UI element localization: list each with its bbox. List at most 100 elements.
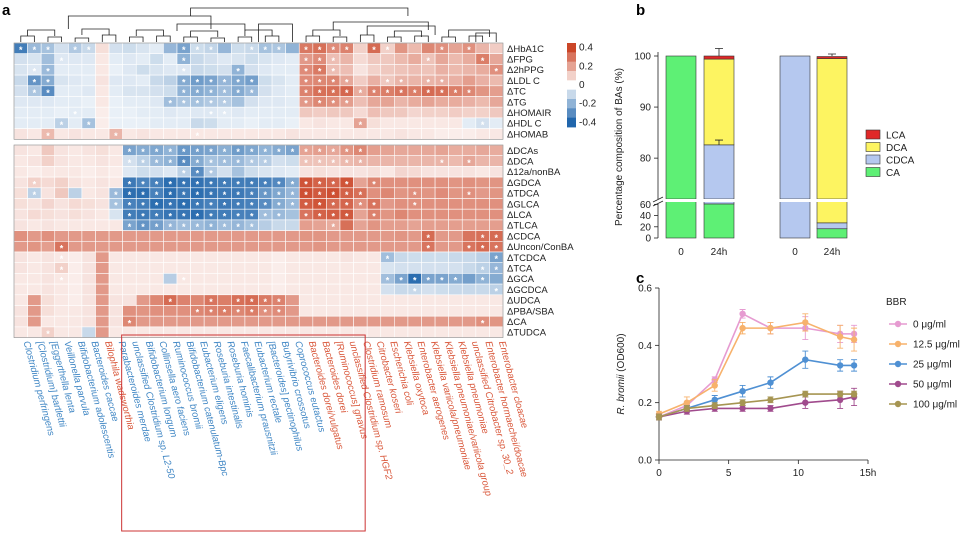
heatmap-cell [190, 326, 205, 338]
heatmap-cell [271, 326, 286, 338]
heatmap-cell [27, 315, 42, 328]
heatmap-cell [203, 241, 219, 253]
heatmap-cell [434, 198, 449, 210]
heatmap-cell [54, 294, 69, 306]
significance-star: * [250, 211, 254, 221]
heatmap-cell [366, 315, 382, 328]
heatmap-cell [489, 326, 504, 338]
heatmap-cell [461, 294, 477, 306]
heatmap-cell [285, 241, 300, 253]
heatmap-cell [394, 64, 409, 76]
heatmap-cell [108, 64, 123, 76]
heatmap-cell [68, 74, 83, 87]
heatmap-cell [54, 144, 69, 156]
heatmap-cell [27, 144, 42, 156]
heatmap-cell [27, 273, 42, 285]
x-tick-label: 0 [656, 468, 662, 479]
heatmap-cell [95, 176, 110, 189]
heatmap-cell [461, 106, 477, 119]
heatmap-row-label: ΔDCAs [507, 146, 538, 157]
heatmap-cell [394, 176, 409, 189]
significance-star: * [141, 201, 145, 211]
heatmap-cell [81, 85, 96, 97]
error-bar [715, 139, 723, 145]
heatmap-cell [366, 305, 382, 317]
heatmap-cell [339, 53, 354, 65]
heatmap-cell [298, 305, 314, 317]
heatmap-cell [231, 230, 246, 242]
heatmap-row-label: ΔTG [507, 97, 527, 108]
heatmap-cell [40, 273, 56, 285]
significance-star: * [277, 308, 281, 318]
significance-star: * [223, 147, 227, 157]
heatmap-cell [54, 305, 69, 317]
significance-star: * [386, 45, 390, 55]
heatmap-cell [448, 326, 463, 338]
heatmap-cell [13, 53, 28, 65]
significance-star: * [264, 211, 268, 221]
heatmap-cell [81, 273, 96, 285]
heatmap-cell [122, 106, 137, 119]
heatmap-cell [54, 85, 69, 97]
bar-category-label: 24h [824, 247, 841, 258]
significance-star: * [223, 158, 227, 168]
heatmap-cell [122, 128, 137, 140]
panel-letter-c: c [636, 270, 644, 287]
growth-curve [658, 312, 855, 418]
heatmap-cell [353, 106, 368, 119]
bar-category-label: 24h [711, 247, 728, 258]
heatmap-cell [108, 262, 123, 274]
legend-marker [894, 320, 902, 328]
y-tick-label: 0.2 [638, 398, 652, 409]
heatmap-cell [40, 53, 56, 65]
heatmap-cell [81, 262, 96, 274]
heatmap-cell [13, 128, 28, 140]
heatmap-cell [271, 262, 286, 274]
heatmap-cell [298, 315, 314, 328]
heatmap-panel: * * * * * * * * * * * * * * * * * * * ΔHbA1C* * * * * * * ΔFPG* * * *… [13, 7, 597, 532]
heatmap-cell [271, 96, 286, 108]
significance-star: * [250, 308, 254, 318]
significance-star: * [399, 77, 403, 87]
significance-star: * [250, 190, 254, 200]
heatmap-cell [353, 176, 368, 189]
heatmap-cell [434, 106, 449, 119]
heatmap-cell [407, 230, 422, 242]
stacked-bar-segment [816, 222, 848, 230]
heatmap-cell [394, 198, 409, 210]
heatmap-cell [81, 176, 96, 189]
bar-category-label: 0 [678, 247, 684, 258]
heatmap-cell [285, 96, 300, 108]
significance-star: * [33, 45, 37, 55]
significance-star: * [223, 88, 227, 98]
heatmap-cell [366, 187, 382, 199]
significance-star: * [413, 190, 417, 200]
heatmap-cell [108, 166, 123, 178]
heatmap-cell [353, 273, 368, 285]
heatmap-cell [407, 53, 422, 65]
heatmap-cell [475, 305, 490, 317]
heatmap-cell [40, 166, 56, 178]
heatmap-cell [95, 315, 110, 328]
axis-break-band [652, 199, 852, 202]
heatmap-cell [258, 106, 273, 119]
significance-star: * [291, 190, 295, 200]
heatmap-cell [407, 155, 422, 167]
heatmap-cell [380, 198, 395, 210]
significance-star: * [155, 179, 159, 189]
heatmap-cell [27, 230, 42, 242]
dendrogram-link [332, 36, 348, 42]
dendrogram-link [258, 23, 293, 42]
heatmap-cell [217, 117, 232, 129]
significance-star: * [291, 179, 295, 189]
heatmap-cell [407, 42, 422, 54]
significance-star: * [331, 67, 335, 77]
heatmap-cell [217, 128, 232, 140]
heatmap-cell [353, 283, 368, 296]
heatmap-cell [339, 273, 354, 285]
heatmap-cell [108, 273, 123, 285]
significance-star: * [427, 77, 431, 87]
significance-star: * [155, 222, 159, 232]
significance-star: * [182, 67, 186, 77]
significance-star: * [359, 158, 363, 168]
